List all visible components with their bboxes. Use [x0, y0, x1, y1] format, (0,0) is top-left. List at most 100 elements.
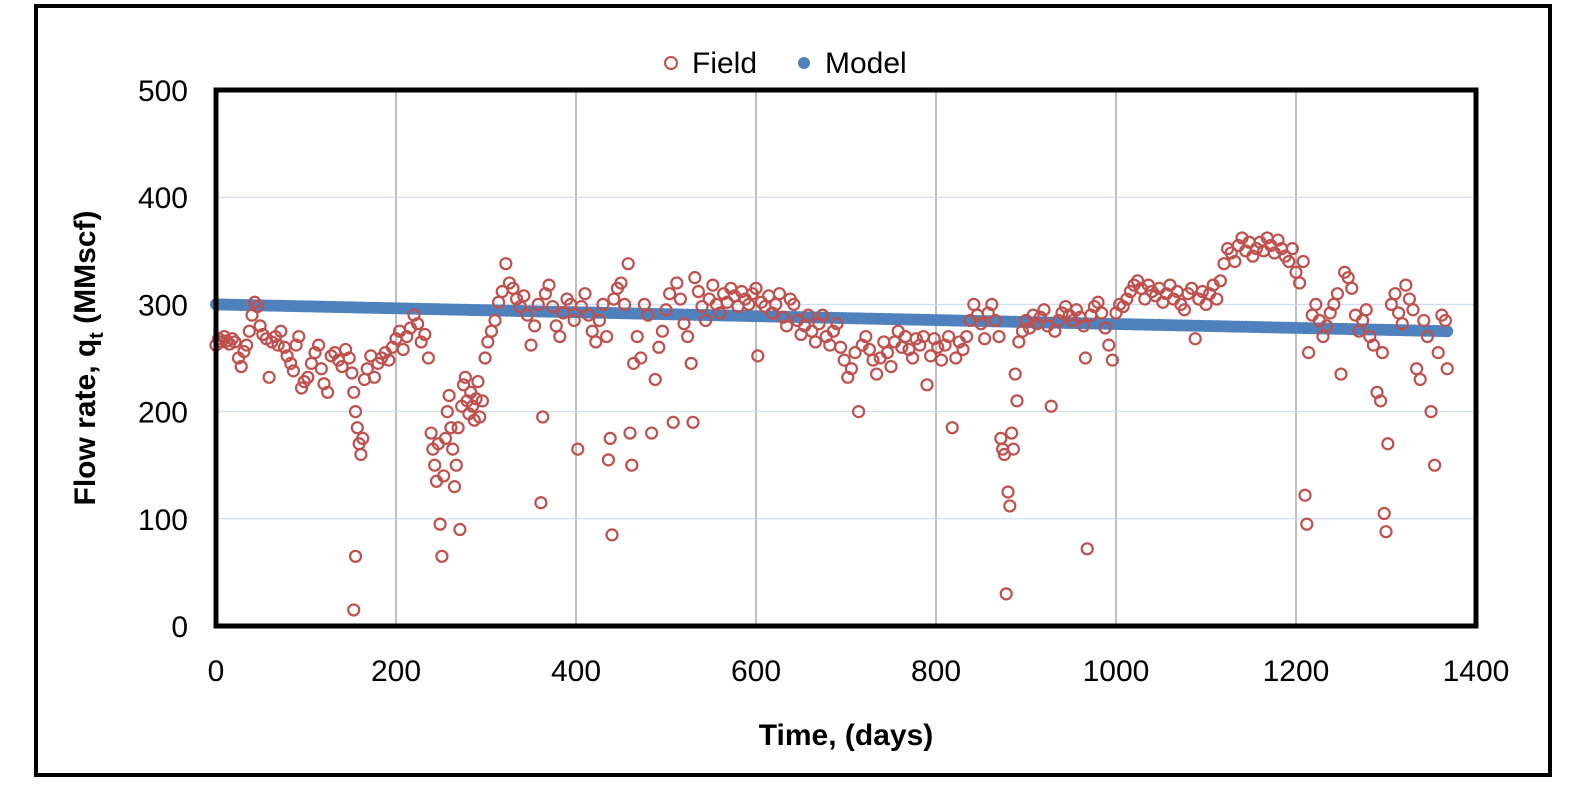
- field-point: [465, 399, 480, 413]
- field-point: [977, 332, 992, 346]
- field-point: [808, 335, 823, 349]
- field-series: [209, 231, 1454, 617]
- field-point: [1309, 297, 1323, 311]
- field-point: [524, 338, 538, 352]
- field-point: [345, 366, 359, 380]
- field-point: [578, 287, 592, 301]
- x-tick-label: 800: [911, 655, 961, 688]
- field-point: [877, 335, 891, 349]
- legend-field-label: Field: [692, 47, 757, 80]
- field-point: [1228, 254, 1242, 269]
- y-axis-title-subscript: t: [86, 332, 108, 339]
- y-tick-label: 0: [171, 611, 188, 644]
- field-point: [1406, 303, 1420, 317]
- field-point: [837, 353, 851, 367]
- field-point: [1213, 274, 1228, 288]
- field-point: [1098, 321, 1112, 335]
- field-point: [751, 349, 765, 363]
- field-point: [354, 447, 368, 462]
- field-point: [695, 299, 709, 314]
- field-point: [428, 458, 442, 472]
- field-point: [240, 338, 254, 352]
- y-axis-title-unit: (MMscf): [69, 210, 102, 332]
- field-point: [945, 421, 959, 435]
- legend: Field Model: [664, 47, 907, 80]
- field-point: [1298, 488, 1312, 502]
- field-point: [444, 421, 458, 435]
- field-point: [237, 344, 251, 359]
- field-point: [920, 378, 934, 392]
- field-point: [931, 340, 945, 354]
- field-point: [684, 356, 698, 370]
- field-point: [585, 324, 599, 338]
- field-point: [1010, 394, 1024, 408]
- field-point: [779, 319, 794, 333]
- field-point: [517, 289, 531, 303]
- field-point: [1033, 310, 1048, 324]
- field-point: [520, 308, 534, 322]
- field-point: [666, 415, 680, 429]
- legend-model-marker: [798, 57, 810, 69]
- field-point: [670, 276, 684, 290]
- field-point: [567, 313, 581, 328]
- field-point: [542, 278, 556, 292]
- x-tick-label: 1400: [1443, 655, 1510, 688]
- field-point: [1375, 346, 1390, 360]
- field-point: [1420, 329, 1435, 344]
- field-point: [418, 327, 432, 342]
- field-point: [1217, 257, 1231, 271]
- field-point: [484, 324, 498, 338]
- field-point: [1105, 353, 1120, 367]
- field-point: [844, 362, 859, 376]
- field-point: [1377, 506, 1391, 521]
- field-point: [641, 308, 655, 322]
- y-tick-label: 400: [138, 182, 188, 215]
- field-point: [1006, 442, 1021, 456]
- field-point: [312, 338, 326, 352]
- field-point: [659, 303, 673, 317]
- field-point: [605, 528, 619, 542]
- field-point: [348, 549, 363, 563]
- x-tick-labels: 0 200 400 600 800 1000 1200 1400: [208, 655, 1510, 688]
- field-point: [335, 359, 349, 374]
- field-point: [680, 329, 695, 344]
- field-point: [447, 480, 462, 494]
- field-point: [253, 319, 267, 333]
- field-point: [1012, 335, 1026, 349]
- field-point: [1080, 542, 1094, 556]
- field-point: [623, 426, 637, 440]
- field-point: [414, 335, 428, 349]
- field-point: [534, 496, 548, 510]
- field-point: [367, 370, 381, 384]
- field-point: [1399, 278, 1413, 292]
- field-point: [884, 359, 898, 374]
- field-point: [859, 329, 873, 344]
- field-point: [706, 278, 720, 292]
- field-point: [644, 426, 659, 440]
- field-point: [772, 287, 787, 301]
- scatter-chart: 0 200 400 600 800 1000 1200 1400 0 100 200 300 400 5…: [69, 47, 1510, 752]
- x-tick-label: 200: [371, 655, 421, 688]
- field-point: [596, 297, 610, 311]
- x-tick-label: 1000: [1083, 655, 1150, 688]
- field-point: [308, 346, 322, 360]
- field-point: [545, 299, 560, 314]
- field-point: [1330, 287, 1345, 301]
- field-point: [449, 458, 463, 472]
- field-point: [475, 394, 489, 408]
- field-point: [396, 342, 410, 357]
- field-point: [866, 353, 880, 367]
- field-point: [1427, 458, 1442, 472]
- field-point: [1130, 274, 1145, 288]
- field-point: [581, 308, 596, 322]
- field-point: [510, 292, 524, 306]
- field-point: [833, 340, 848, 354]
- field-point: [1004, 426, 1019, 440]
- field-point: [421, 351, 435, 365]
- field-point: [1424, 405, 1438, 419]
- field-point: [934, 353, 949, 367]
- field-point: [1413, 372, 1427, 387]
- field-point: [1008, 367, 1022, 381]
- field-point: [262, 370, 276, 384]
- field-point: [992, 329, 1006, 344]
